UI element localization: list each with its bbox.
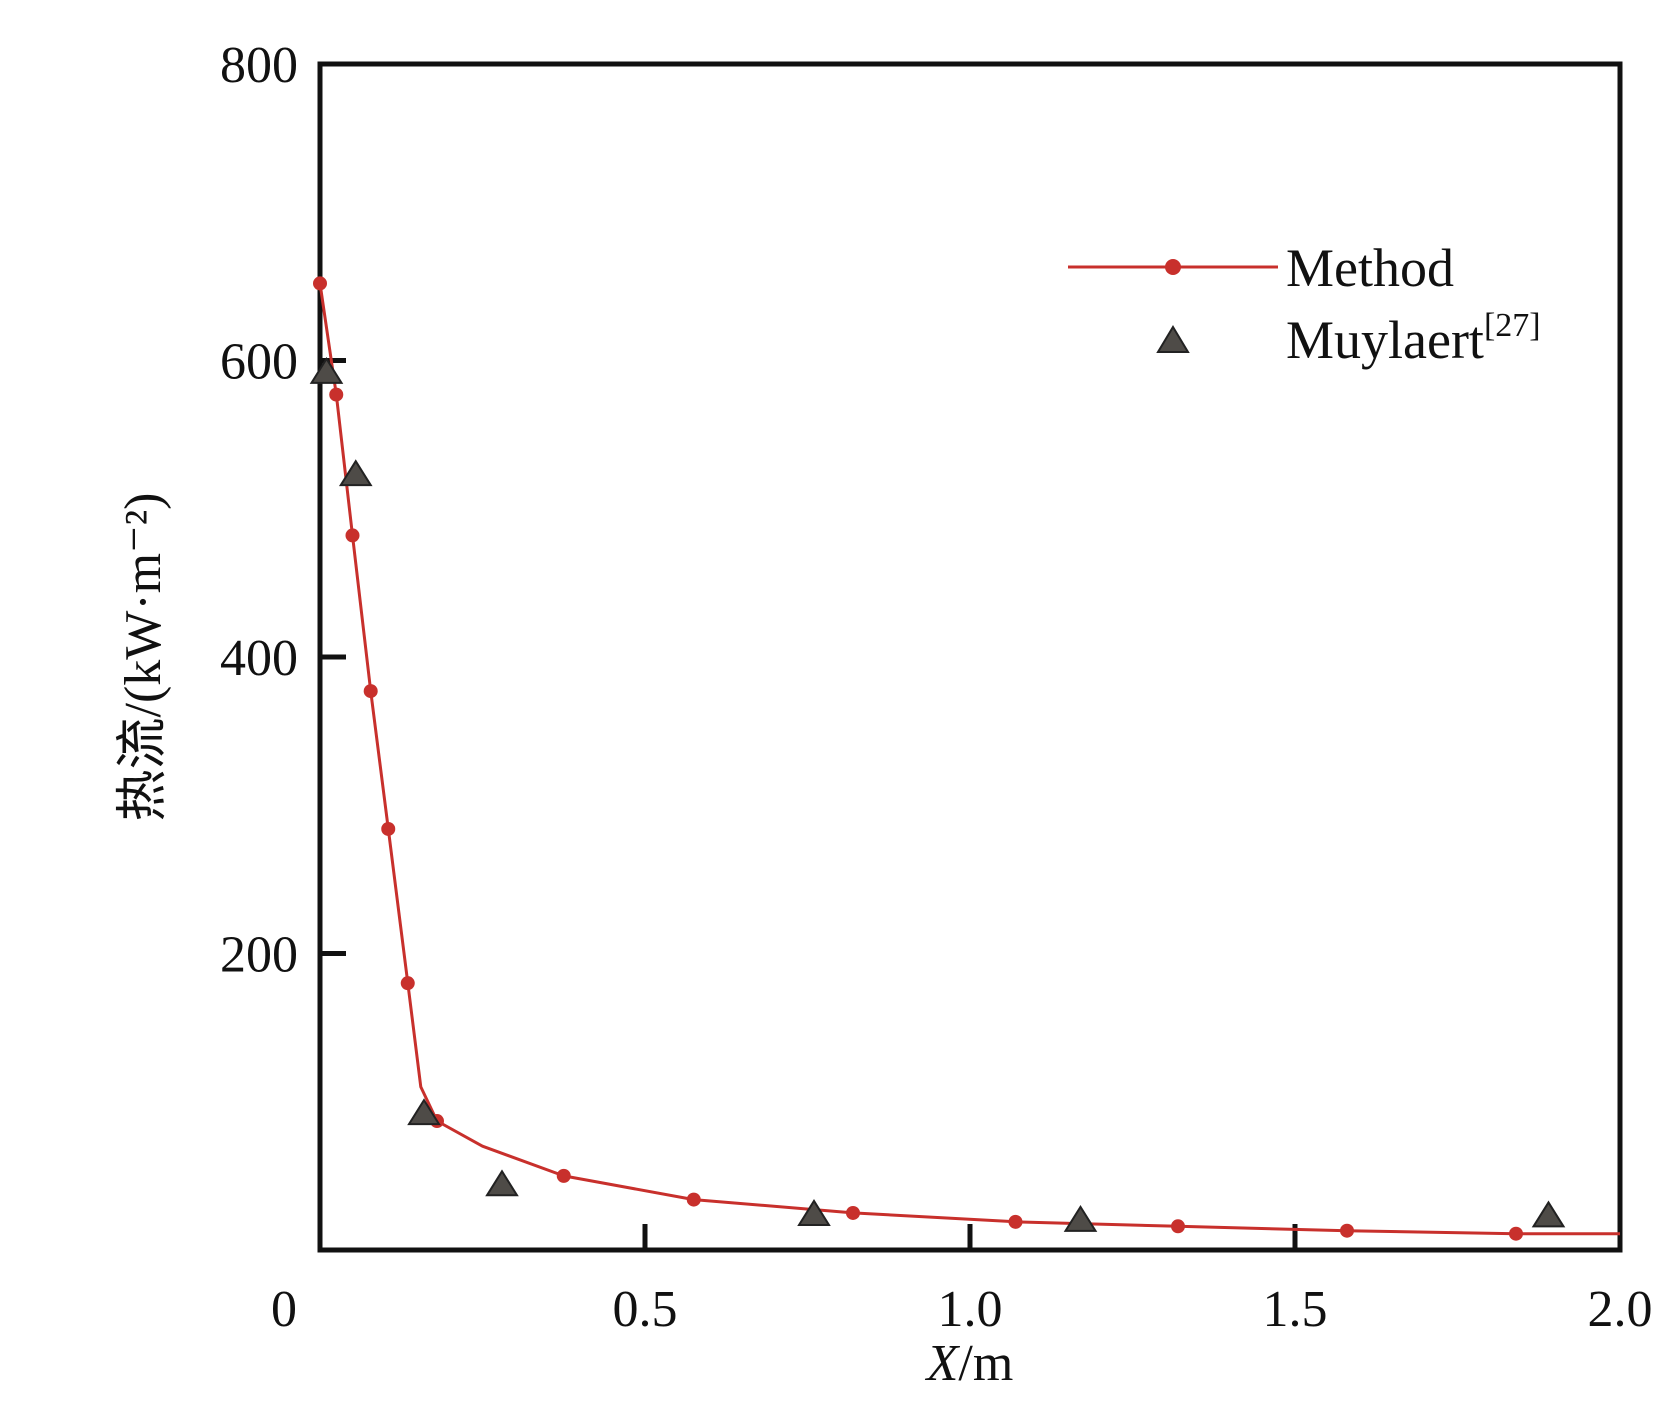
- legend-method-label: Method: [1286, 238, 1454, 298]
- method-point: [400, 976, 415, 991]
- y-axis-title: 热流/(kW·m⁻²): [115, 493, 172, 822]
- muylaert-point: [1531, 1200, 1566, 1228]
- x-axis-unit: /m: [958, 1335, 1013, 1392]
- method-point: [381, 821, 396, 836]
- y-tick-label: 200: [220, 927, 298, 984]
- x-tick-label: 1.5: [1263, 1281, 1328, 1338]
- x-tick-label: 2.0: [1588, 1281, 1653, 1338]
- method-point: [846, 1205, 860, 1220]
- method-point: [1509, 1226, 1523, 1241]
- x-axis-variable: X: [925, 1335, 961, 1392]
- series-layer: [309, 276, 1620, 1241]
- series-method-line: [318, 283, 1620, 1236]
- legend: Method Muylaert[27]: [1068, 238, 1541, 370]
- x-tick-label: 0: [271, 1281, 297, 1338]
- method-point: [363, 684, 378, 699]
- method-point: [1171, 1219, 1185, 1234]
- muylaert-point: [485, 1169, 519, 1197]
- method-point: [345, 528, 360, 543]
- legend-muylaert-name: Muylaert: [1286, 310, 1484, 370]
- y-axis: 200 400 600 800: [220, 37, 346, 984]
- legend-method-marker: [1165, 259, 1181, 275]
- method-point: [329, 387, 344, 402]
- x-axis-title: X/m: [925, 1335, 1014, 1392]
- legend-muylaert-marker: [1156, 325, 1190, 353]
- y-tick-label: 800: [220, 37, 298, 94]
- x-tick-label: 0.5: [613, 1281, 678, 1338]
- muylaert-point: [1063, 1204, 1098, 1232]
- legend-muylaert-citation: [27]: [1484, 307, 1541, 344]
- method-point: [686, 1192, 701, 1207]
- y-tick-label: 400: [220, 630, 298, 687]
- muylaert-point: [407, 1098, 441, 1126]
- x-tick-label: 1.0: [938, 1281, 1003, 1338]
- muylaert-point: [309, 356, 344, 384]
- method-point: [1340, 1223, 1354, 1238]
- legend-muylaert-label: Muylaert[27]: [1286, 307, 1541, 370]
- method-point: [556, 1168, 571, 1183]
- method-point: [313, 276, 327, 291]
- muylaert-point: [338, 459, 373, 487]
- y-tick-label: 600: [220, 334, 298, 391]
- x-axis: 0 0.5 1.0 1.5 2.0: [271, 1224, 1653, 1338]
- muylaert-point: [797, 1199, 831, 1226]
- method-point: [1008, 1214, 1023, 1229]
